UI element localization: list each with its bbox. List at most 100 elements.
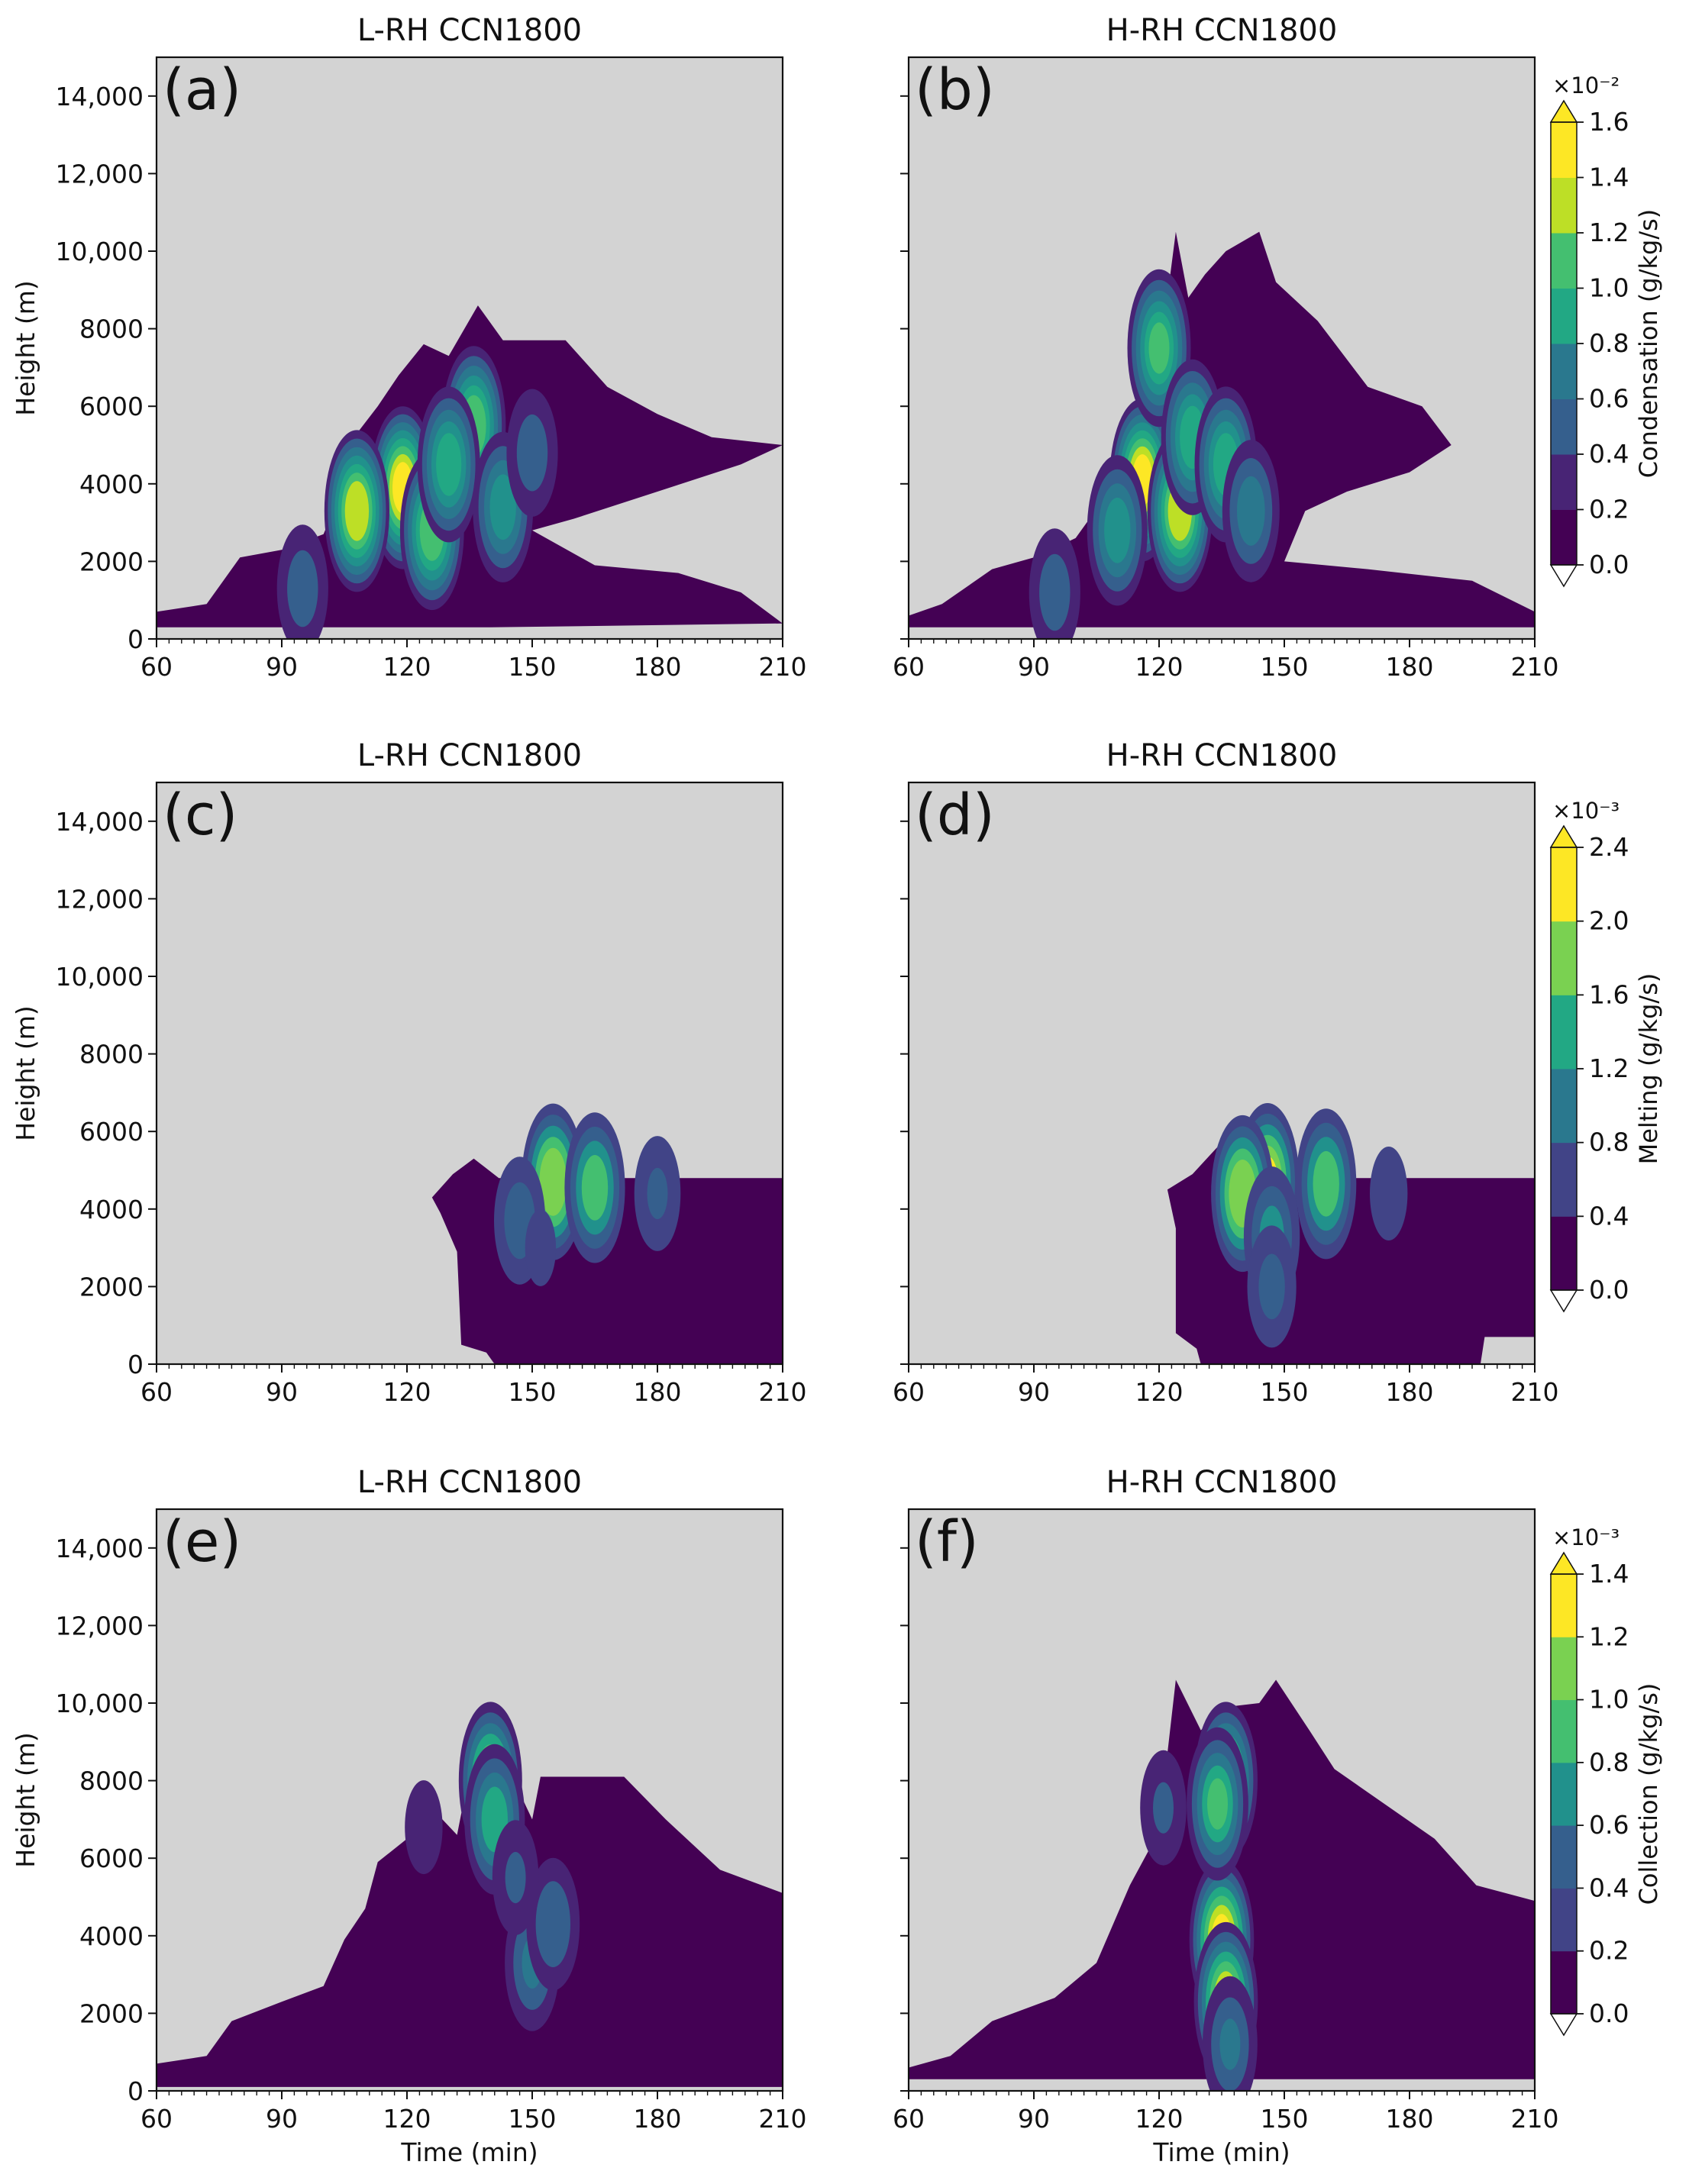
contour-level — [1313, 1150, 1339, 1217]
y-tick-label: 0 — [128, 624, 144, 654]
colorbar-max-extension — [1549, 1551, 1578, 1575]
contour-field — [909, 231, 1535, 639]
y-tick-label: 0 — [128, 1350, 144, 1379]
contour-field — [909, 1679, 1535, 2091]
contour-core — [1187, 1727, 1248, 1881]
contour-level — [525, 1209, 557, 1286]
colorbar-multiplier: ×10⁻³ — [1552, 798, 1620, 824]
panel-title: L-RH CCN1800 — [357, 1465, 582, 1500]
contour-field — [431, 1103, 783, 1364]
contour-core — [324, 430, 389, 592]
contour-level — [1153, 1782, 1174, 1834]
contour-core — [525, 1209, 557, 1286]
x-tick-label: 120 — [1135, 1377, 1184, 1407]
colorbar-tick-label: 0.6 — [1589, 1810, 1629, 1840]
x-tick-label: 120 — [1135, 2104, 1184, 2134]
colorbar-segment — [1551, 1216, 1577, 1291]
y-tick-label: 14,000 — [56, 1534, 144, 1563]
colorbar-min-extension — [1549, 2013, 1578, 2037]
colorbar-segment — [1551, 1142, 1577, 1217]
colorbar-tick-label: 1.0 — [1589, 1685, 1629, 1715]
colorbar-tick-label: 0.6 — [1589, 384, 1629, 414]
contour-level — [1258, 1253, 1285, 1320]
x-tick-label: 180 — [1386, 1377, 1434, 1407]
contour-level — [1219, 2018, 1241, 2070]
contour-core — [506, 389, 558, 517]
y-tick-label: 10,000 — [56, 1689, 144, 1718]
contour-level — [539, 1147, 567, 1216]
colorbar-segment — [1551, 1825, 1577, 1889]
contour-level — [436, 433, 462, 496]
colorbar-segment — [1551, 1637, 1577, 1701]
colorbar-label: Melting (g/kg/s) — [1634, 973, 1663, 1165]
y-tick-label: 8000 — [79, 1766, 144, 1796]
contour-core — [564, 1112, 625, 1263]
y-tick-label: 14,000 — [56, 807, 144, 837]
panel-b: 60 90 120 150 180 210 H-RH CCN1800 (b) — [893, 13, 1559, 682]
colorbar-tick-label: 1.2 — [1589, 1053, 1629, 1083]
colorbar-frame — [1550, 1573, 1578, 2015]
x-tick-label: 210 — [759, 652, 807, 682]
x-tick-label: 150 — [509, 1377, 557, 1407]
x-axis-label: Time (min) — [400, 2137, 538, 2167]
y-tick-label: 6000 — [79, 392, 144, 421]
panel-title: L-RH CCN1800 — [357, 738, 582, 773]
contour-field — [1167, 1103, 1535, 1364]
colorbar-segment — [1551, 177, 1577, 234]
colorbar-min-extension — [1549, 564, 1578, 588]
panel-letter: (e) — [163, 1509, 241, 1575]
contour-field — [157, 1702, 783, 2087]
contour-level — [535, 1881, 570, 1968]
x-tick-label: 210 — [1511, 652, 1559, 682]
contour-level — [1039, 553, 1071, 631]
y-tick-label: 12,000 — [56, 884, 144, 914]
x-tick-label: 150 — [509, 2104, 557, 2134]
colorbar-label: Collection (g/kg/s) — [1634, 1683, 1663, 1905]
y-tick-label: 4000 — [79, 1195, 144, 1224]
panel-title: H-RH CCN1800 — [1106, 738, 1338, 773]
colorbar-segment — [1551, 398, 1577, 455]
colorbar-tick-label: 2.4 — [1589, 832, 1629, 862]
colorbar-segment — [1551, 1699, 1577, 1763]
colorbar-segment — [1551, 921, 1577, 995]
contour-level — [505, 1852, 526, 1904]
colorbar-tick-label: 2.0 — [1589, 906, 1629, 936]
colorbar-1: 0.0 0.2 0.4 0.6 0.8 1.0 1.2 1.4 1.6 ×10⁻² Condensa… — [1549, 73, 1663, 588]
contour-level — [489, 474, 516, 540]
colorbar-tick-label: 1.2 — [1589, 1621, 1629, 1651]
contour-core — [417, 386, 480, 543]
x-axis-label: Time (min) — [1152, 2137, 1290, 2167]
colorbar-tick-label: 1.2 — [1589, 218, 1629, 247]
colorbar-segment — [1551, 122, 1577, 178]
colorbar-tick-label: 1.6 — [1589, 979, 1629, 1009]
y-tick-label: 2000 — [79, 547, 144, 576]
y-tick-label: 6000 — [79, 1844, 144, 1873]
colorbar-label: Condensation (g/kg/s) — [1634, 209, 1663, 479]
contour-core — [1140, 1750, 1187, 1866]
y-axis-label: Height (m) — [11, 1732, 40, 1867]
x-tick-label: 150 — [1261, 2104, 1309, 2134]
contour-level — [581, 1155, 609, 1221]
x-tick-label: 210 — [759, 1377, 807, 1407]
y-tick-label: 12,000 — [56, 1611, 144, 1640]
contour-level — [405, 1780, 443, 1875]
x-tick-label: 180 — [1386, 652, 1434, 682]
colorbar-segment — [1551, 509, 1577, 566]
colorbar-min-extension — [1549, 1289, 1578, 1313]
colorbar-tick-label: 1.4 — [1589, 163, 1629, 192]
x-tick-label: 60 — [140, 2104, 173, 2134]
x-tick-label: 90 — [1018, 1377, 1050, 1407]
colorbar-tick-label: 0.4 — [1589, 1873, 1629, 1902]
colorbar-tick-label: 0.4 — [1589, 439, 1629, 469]
colorbar-3: 0.0 0.2 0.4 0.6 0.8 1.0 1.2 1.4 ×10⁻³ Collection … — [1549, 1524, 1663, 2037]
contour-level — [287, 550, 318, 627]
y-tick-label: 8000 — [79, 315, 144, 344]
panel-c: 60 90 120 150 180 210 0 2000 4000 6000 8000 10,000 1… — [11, 738, 807, 1407]
contour-core — [1087, 455, 1148, 606]
contour-core — [526, 1857, 580, 1991]
colorbar-segment — [1551, 233, 1577, 289]
colorbar-tick-label: 1.6 — [1589, 107, 1629, 137]
x-tick-label: 60 — [893, 652, 925, 682]
y-tick-label: 4000 — [79, 469, 144, 499]
colorbar-multiplier: ×10⁻³ — [1552, 1524, 1620, 1550]
